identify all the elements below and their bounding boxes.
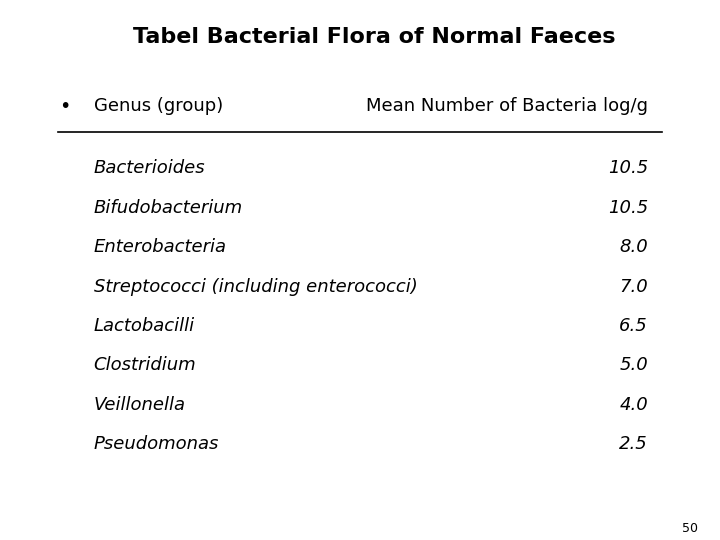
- Text: Bifudobacterium: Bifudobacterium: [94, 199, 243, 217]
- Text: 6.5: 6.5: [619, 317, 648, 335]
- Text: Enterobacteria: Enterobacteria: [94, 238, 227, 256]
- Text: •: •: [59, 97, 71, 116]
- Text: Streptococci (including enterococci): Streptococci (including enterococci): [94, 278, 418, 295]
- Text: 2.5: 2.5: [619, 435, 648, 453]
- Text: Genus (group): Genus (group): [94, 97, 223, 115]
- Text: 7.0: 7.0: [619, 278, 648, 295]
- Text: Mean Number of Bacteria log/g: Mean Number of Bacteria log/g: [366, 97, 648, 115]
- Text: 50: 50: [683, 522, 698, 535]
- Text: 10.5: 10.5: [608, 159, 648, 177]
- Text: Clostridium: Clostridium: [94, 356, 197, 374]
- Text: 10.5: 10.5: [608, 199, 648, 217]
- Text: Tabel Bacterial Flora of Normal Faeces: Tabel Bacterial Flora of Normal Faeces: [133, 27, 616, 47]
- Text: 4.0: 4.0: [619, 396, 648, 414]
- Text: Lactobacilli: Lactobacilli: [94, 317, 194, 335]
- Text: Pseudomonas: Pseudomonas: [94, 435, 219, 453]
- Text: Veillonella: Veillonella: [94, 396, 186, 414]
- Text: 5.0: 5.0: [619, 356, 648, 374]
- Text: 8.0: 8.0: [619, 238, 648, 256]
- Text: Bacterioides: Bacterioides: [94, 159, 205, 177]
